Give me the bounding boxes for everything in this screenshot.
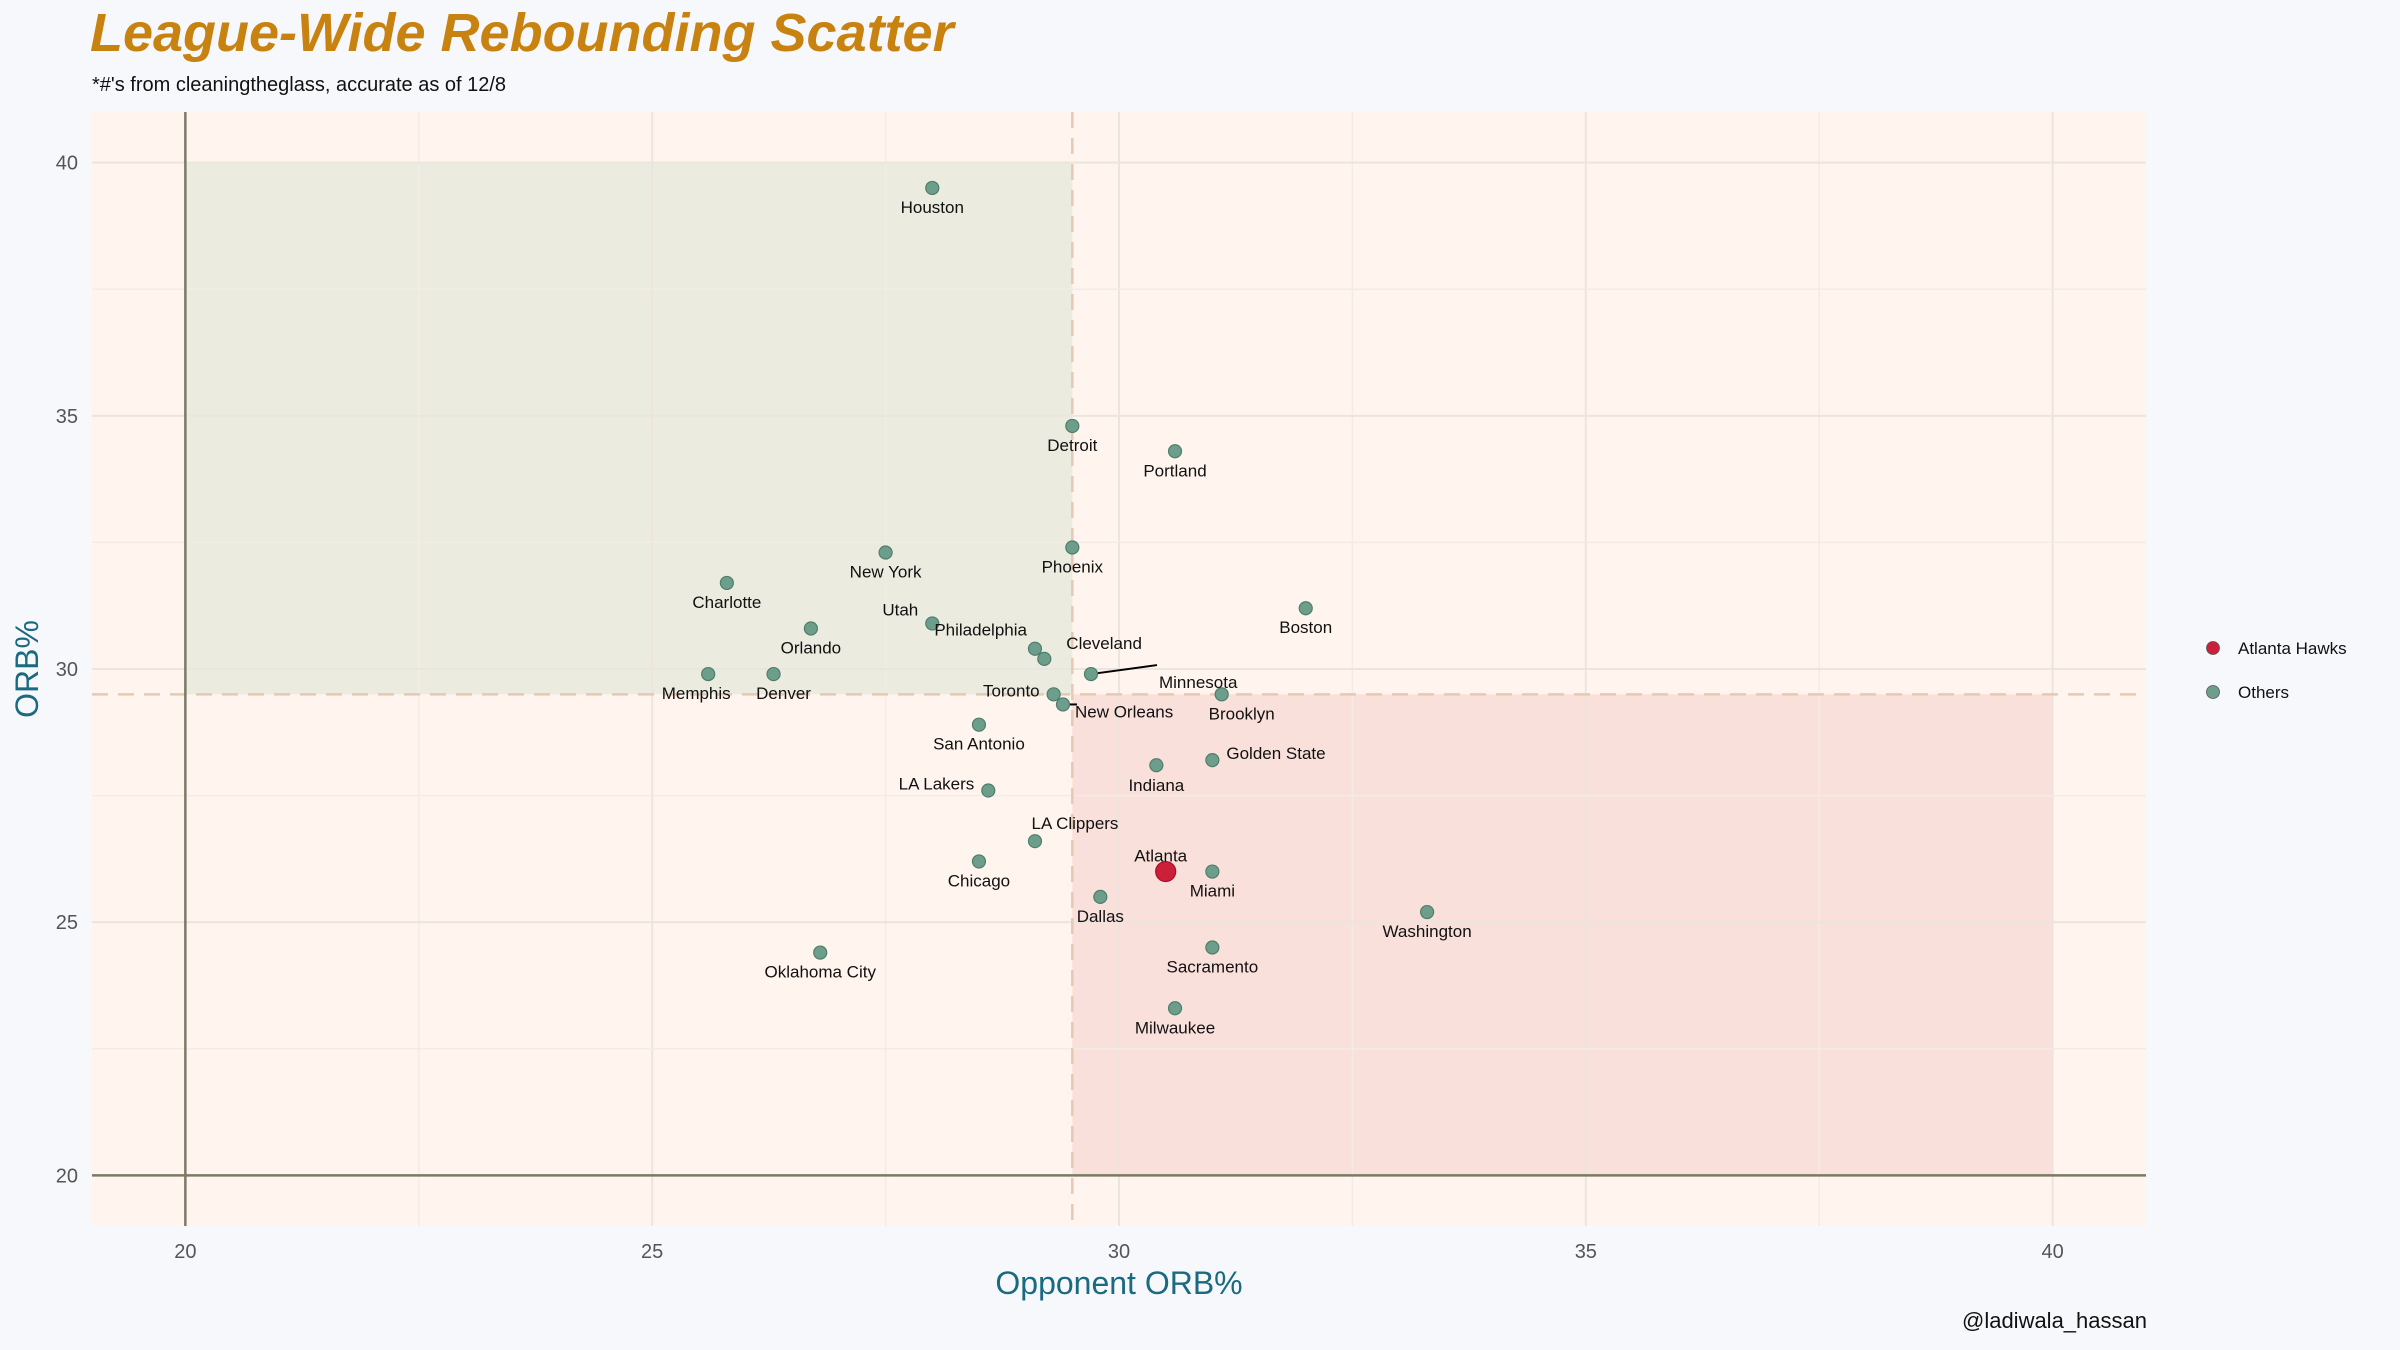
point-miami <box>1205 864 1220 879</box>
label-philadelphia: Philadelphia <box>934 621 1027 640</box>
legend-label: Others <box>2238 683 2289 702</box>
label-dallas: Dallas <box>1077 907 1124 926</box>
point-golden-state <box>1205 753 1220 768</box>
label-la-clippers: LA Clippers <box>1032 814 1119 833</box>
point-new-orleans <box>1055 697 1071 712</box>
label-brooklyn: Brooklyn <box>1209 704 1275 723</box>
point-minnesota <box>1083 666 1099 682</box>
x-tick-label: 25 <box>641 1241 663 1263</box>
leader-line-minnesota <box>1090 664 1158 676</box>
label-la-lakers: LA Lakers <box>899 775 975 794</box>
point-utah <box>925 616 940 631</box>
chart-title: League-Wide Rebounding Scatter <box>90 3 954 63</box>
label-miami: Miami <box>1190 882 1235 901</box>
label-sacramento: Sacramento <box>1167 958 1259 977</box>
chart-subtitle: *#'s from cleaningtheglass, accurate as … <box>92 74 507 96</box>
label-indiana: Indiana <box>1128 776 1184 795</box>
label-orlando: Orlando <box>781 638 841 657</box>
shaded-quadrants <box>185 162 2053 1176</box>
point-la-clippers <box>1027 834 1043 849</box>
shaded-region-1 <box>1072 694 2053 1176</box>
label-milwaukee: Milwaukee <box>1135 1018 1215 1037</box>
label-houston: Houston <box>901 198 964 217</box>
label-phoenix: Phoenix <box>1042 557 1104 576</box>
point-philadelphia <box>1027 641 1043 656</box>
x-axis-title: Opponent ORB% <box>995 1265 1242 1301</box>
axis-lines <box>92 112 2146 1226</box>
author-credit: @ladiwala_hassan <box>1961 1308 2147 1333</box>
label-utah: Utah <box>882 600 918 619</box>
point-chicago <box>971 854 987 869</box>
point-detroit <box>1065 418 1080 434</box>
x-tick-label: 30 <box>1108 1241 1130 1263</box>
x-tick-label: 20 <box>174 1241 196 1263</box>
point-boston <box>1298 601 1313 616</box>
y-tick-label: 35 <box>56 406 78 428</box>
point-houston <box>925 180 940 196</box>
x-tick-label: 35 <box>1575 1241 1597 1263</box>
point-denver <box>766 666 781 682</box>
point-la-lakers <box>981 783 996 798</box>
point-brooklyn <box>1214 687 1229 702</box>
point-oklahoma-city <box>813 945 828 960</box>
y-tick-label: 40 <box>56 153 78 175</box>
label-charlotte: Charlotte <box>692 593 761 612</box>
label-minnesota: Minnesota <box>1159 673 1238 692</box>
label-washington: Washington <box>1383 922 1472 941</box>
label-atlanta: Atlanta <box>1134 847 1187 866</box>
label-memphis: Memphis <box>662 684 731 703</box>
label-cleveland: Cleveland <box>1066 634 1142 653</box>
label-boston: Boston <box>1279 618 1332 637</box>
point-orlando <box>803 621 819 636</box>
point-sacramento <box>1205 940 1220 955</box>
label-toronto: Toronto <box>983 681 1040 700</box>
y-tick-label: 25 <box>56 912 78 934</box>
x-tick-label: 40 <box>2042 1241 2064 1263</box>
shaded-region-0 <box>185 162 1073 695</box>
y-tick-label: 30 <box>56 659 78 681</box>
label-new-york: New York <box>850 563 922 582</box>
label-chicago: Chicago <box>948 871 1010 890</box>
label-san-antonio: San Antonio <box>933 735 1025 754</box>
point-toronto <box>1046 687 1061 702</box>
point-charlotte <box>719 575 734 591</box>
label-oklahoma-city: Oklahoma City <box>764 963 876 982</box>
point-atlanta <box>1155 860 1177 883</box>
legend: Atlanta Hawks Others <box>2206 639 2347 702</box>
y-tick-label: 20 <box>56 1165 78 1187</box>
reference-lines <box>92 112 2146 1226</box>
label-new-orleans: New Orleans <box>1075 702 1173 721</box>
point-new-york <box>878 545 893 560</box>
legend-marker <box>2206 685 2220 699</box>
label-portland: Portland <box>1143 461 1206 480</box>
point-san-antonio <box>971 717 987 732</box>
point-washington <box>1419 904 1435 920</box>
legend-label: Atlanta Hawks <box>2238 639 2347 658</box>
point-portland <box>1167 444 1183 459</box>
team-labels: Houston Detroit Portland New York Phoenix Cha… <box>662 198 1472 1037</box>
label-denver: Denver <box>756 684 811 703</box>
point-milwaukee <box>1167 1001 1183 1016</box>
legend-marker <box>2206 641 2220 655</box>
point-memphis <box>701 666 716 682</box>
tick-labels: 20 25 30 35 40 20 25 30 35 40 <box>56 153 2064 1263</box>
point-phoenix <box>1065 540 1080 555</box>
data-points <box>701 180 1435 1016</box>
y-axis-title: ORB% <box>9 620 45 718</box>
label-golden-state: Golden State <box>1226 744 1325 763</box>
point-dallas <box>1093 889 1108 904</box>
label-detroit: Detroit <box>1047 436 1097 455</box>
point-cleveland <box>1037 651 1052 666</box>
point-indiana <box>1149 758 1164 773</box>
